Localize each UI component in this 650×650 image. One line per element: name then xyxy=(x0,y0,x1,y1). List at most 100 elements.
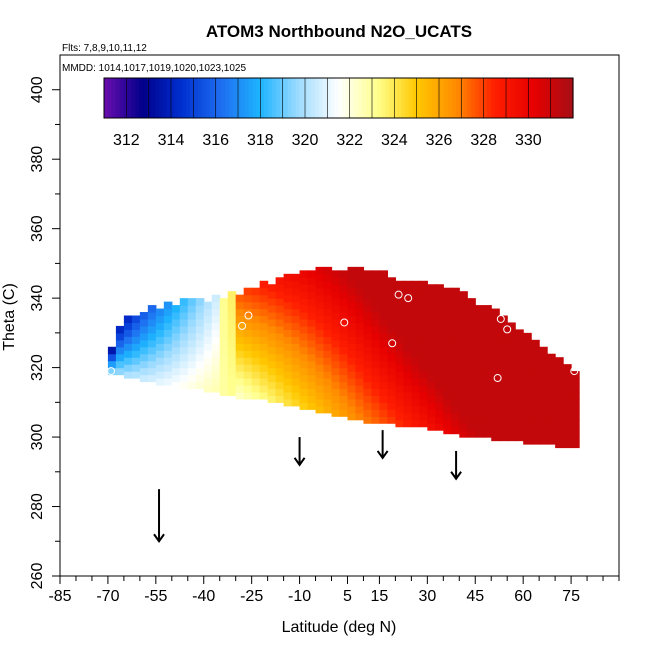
heatmap-cell xyxy=(539,381,548,390)
sample-points xyxy=(107,290,579,383)
heatmap-cell xyxy=(323,287,333,296)
colorbar-tick-label: 314 xyxy=(158,132,185,149)
heatmap-cell xyxy=(499,357,508,365)
heatmap-cell xyxy=(491,322,500,330)
heatmap-cell xyxy=(355,294,365,303)
colorbar-segment xyxy=(272,78,277,118)
heatmap-cell xyxy=(483,430,492,438)
heatmap-cell xyxy=(443,384,452,393)
heatmap-cell xyxy=(371,298,381,306)
heatmap-cell xyxy=(379,367,389,376)
sample-point xyxy=(503,325,512,334)
heatmap-cell xyxy=(419,412,428,421)
heatmap-cell xyxy=(283,350,293,358)
y-tick-label: 400 xyxy=(29,76,46,103)
heatmap-cell xyxy=(547,437,556,445)
heatmap-cell xyxy=(155,371,165,379)
heatmap-cell xyxy=(443,343,452,351)
heatmap-cell xyxy=(291,350,301,358)
heatmap-cell xyxy=(507,426,516,435)
heatmap-cell xyxy=(547,409,556,417)
heatmap-cell xyxy=(251,364,261,372)
heatmap-cell xyxy=(227,318,237,327)
heatmap-cell xyxy=(347,294,357,303)
colorbar-segment xyxy=(459,78,465,118)
colorbar-segment xyxy=(217,78,222,118)
heatmap-cell xyxy=(355,350,365,358)
heatmap-cell xyxy=(427,318,436,327)
heatmap-cell xyxy=(235,391,245,400)
heatmap-cell xyxy=(435,409,444,417)
heatmap-cell xyxy=(267,388,277,396)
heatmap-cell xyxy=(467,395,476,403)
heatmap-cell xyxy=(331,325,341,334)
heatmap-cell xyxy=(299,353,309,362)
colorbar-segment xyxy=(283,78,289,118)
heatmap-cell xyxy=(283,378,293,386)
heatmap-cell xyxy=(171,367,181,376)
heatmap-cell xyxy=(483,367,492,376)
heatmap-cell xyxy=(163,322,173,330)
colorbar-segment xyxy=(549,78,555,118)
heatmap-cell xyxy=(211,384,221,393)
heatmap-cell xyxy=(323,336,333,344)
heatmap-cell xyxy=(283,294,293,303)
heatmap-cell xyxy=(243,384,253,393)
heatmap-cell xyxy=(187,353,197,362)
heatmap-cell xyxy=(163,364,173,372)
heatmap-cell xyxy=(123,343,133,351)
heatmap-cell xyxy=(307,395,317,403)
heatmap-cell xyxy=(379,298,389,306)
heatmap-cell xyxy=(283,301,293,310)
heatmap-cell xyxy=(411,280,420,289)
colorbar-segment xyxy=(565,78,570,118)
heatmap-cell xyxy=(427,416,436,424)
heatmap-cell xyxy=(179,298,189,306)
heatmap-cell xyxy=(547,430,556,438)
heatmap-cell xyxy=(491,398,500,407)
heatmap-cell xyxy=(427,360,436,369)
heatmap-cell xyxy=(339,312,349,320)
heatmap-cell xyxy=(355,301,365,310)
heatmap-cell xyxy=(387,353,396,362)
heatmap-cell xyxy=(539,367,548,376)
heatmap-cell xyxy=(147,318,157,327)
heatmap-cell xyxy=(291,384,301,393)
heatmap-cell xyxy=(563,433,572,442)
heatmap-cell xyxy=(491,391,500,400)
heatmap-cell xyxy=(355,364,365,372)
heatmap-cell xyxy=(347,287,357,296)
heatmap-cell xyxy=(411,419,420,428)
heatmap-cell xyxy=(307,374,317,383)
heatmap-cell xyxy=(531,346,540,355)
heatmap-cell xyxy=(459,332,468,341)
heatmap-cell xyxy=(155,357,165,365)
colorbar-segment xyxy=(201,78,207,118)
heatmap-cell xyxy=(435,325,444,334)
heatmap-cell xyxy=(507,405,516,414)
heatmap-cell xyxy=(283,322,293,330)
heatmap-cell xyxy=(259,308,269,317)
heatmap-cell xyxy=(227,332,237,341)
heatmap-cell xyxy=(427,332,436,341)
heatmap-cell xyxy=(211,378,221,386)
colorbar-segment xyxy=(553,78,558,118)
heatmap-cell xyxy=(163,378,173,386)
heatmap-cell xyxy=(275,360,285,369)
heatmap-cell xyxy=(243,371,253,379)
heatmap-cell xyxy=(259,294,269,303)
heatmap-cell xyxy=(403,398,412,407)
heatmap-cell xyxy=(467,353,476,362)
heatmap-cell xyxy=(539,374,548,383)
heatmap-cell xyxy=(459,381,468,390)
colorbar-segment xyxy=(463,78,469,118)
heatmap-cell xyxy=(267,298,277,306)
heatmap-cell xyxy=(123,357,133,365)
heatmap-cell xyxy=(491,412,500,421)
colorbar-segment xyxy=(209,78,215,118)
heatmap-cell xyxy=(211,350,221,358)
heatmap-cell xyxy=(131,371,141,379)
colorbar-segment xyxy=(475,78,480,118)
heatmap-cell xyxy=(195,298,205,306)
heatmap-cell xyxy=(531,353,540,362)
